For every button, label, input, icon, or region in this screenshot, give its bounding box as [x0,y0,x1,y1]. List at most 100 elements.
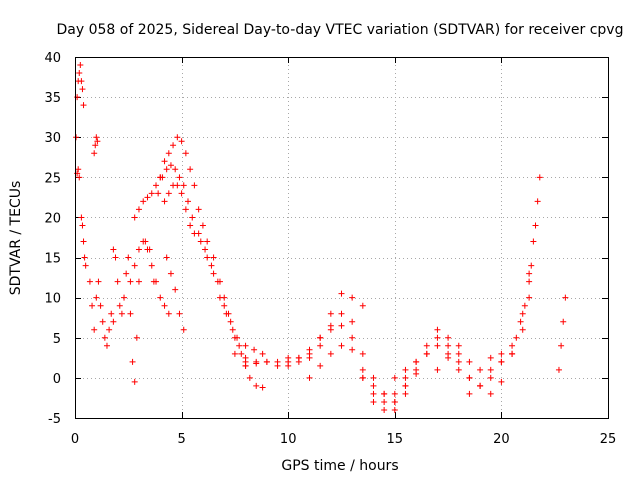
data-point [251,346,258,353]
series-trace-q [306,342,409,405]
data-point [176,310,183,317]
data-point [161,198,168,205]
data-point [445,334,452,341]
data-point [413,366,420,373]
data-point [370,374,377,381]
data-point [170,142,177,149]
data-point [75,166,82,173]
data-point [121,294,128,301]
data-point [263,358,270,365]
data-point [445,350,452,357]
data-point [391,406,398,413]
data-point [349,318,356,325]
data-point [148,190,155,197]
data-point [204,254,211,261]
data-point [131,378,138,385]
y-tick-label: 20 [44,211,61,226]
data-point [118,310,125,317]
data-point [558,342,565,349]
data-point [165,310,172,317]
data-point [91,326,98,333]
data-point [253,360,260,367]
x-tick-label: 5 [177,432,185,447]
x-axis-label: GPS time / hours [281,458,398,474]
data-point [455,358,462,365]
x-tick-label: 20 [493,432,510,447]
y-tick-label: 10 [44,292,61,307]
plot-frame [75,57,609,419]
y-axis-label: SDTVAR / TECUs [8,181,24,296]
series-trace-l [161,182,249,365]
data-point [165,190,172,197]
x-tick-label: 25 [600,432,617,447]
data-point [246,374,253,381]
series-trace-p [285,322,420,413]
data-point [391,390,398,397]
data-point [528,262,535,269]
y-tick-labels: -5 0 5 10 15 20 25 30 35 40 [44,51,61,427]
data-point [434,342,441,349]
data-point [231,350,238,357]
data-point [129,358,136,365]
data-point [123,270,130,277]
data-point [285,362,292,369]
y-tick-label: 15 [44,252,61,267]
data-point [221,302,228,309]
series-trace-h [131,174,164,221]
data-point [306,354,313,361]
data-point [445,342,452,349]
data-point [413,358,420,365]
data-point [285,354,292,361]
data-point [455,350,462,357]
data-point [391,374,398,381]
data-point [142,238,149,245]
data-point [227,318,234,325]
y-tick-label: 25 [44,171,61,186]
data-point [81,254,88,261]
data-point [487,390,494,397]
data-point [359,366,366,373]
data-point [466,390,473,397]
data-point [163,166,170,173]
data-point [144,194,151,201]
data-point [434,334,441,341]
data-point [349,294,356,301]
series-trace-w [509,294,533,357]
data-point [534,198,541,205]
y-tick-label: 0 [53,372,61,387]
data-point [178,138,185,145]
data-point [146,246,153,253]
data-point [187,222,194,229]
data-point [487,354,494,361]
data-point [530,238,537,245]
data-point [349,334,356,341]
series-trace-f [110,246,142,385]
data-point [477,366,484,373]
data-point [327,326,334,333]
series-trace-s [391,326,516,413]
data-point [519,310,526,317]
data-point [210,254,217,261]
series-trace-x [555,294,569,373]
data-point [106,326,113,333]
data-point [99,318,106,325]
y-tick-label: 5 [53,332,61,347]
data-point [191,230,198,237]
data-point [509,350,516,357]
data-point [77,62,84,69]
series-trace-a [73,62,87,141]
data-point [197,238,204,245]
data-point [434,366,441,373]
data-point [214,278,221,285]
data-point [91,150,98,157]
series-trace-v [526,174,543,277]
data-point [180,326,187,333]
series-trace-e [86,278,117,349]
data-point [466,358,473,365]
data-point [234,334,241,341]
data-point [182,206,189,213]
data-point [174,134,181,141]
data-point [140,198,147,205]
series-trace-t [413,326,526,389]
data-point [174,182,181,189]
